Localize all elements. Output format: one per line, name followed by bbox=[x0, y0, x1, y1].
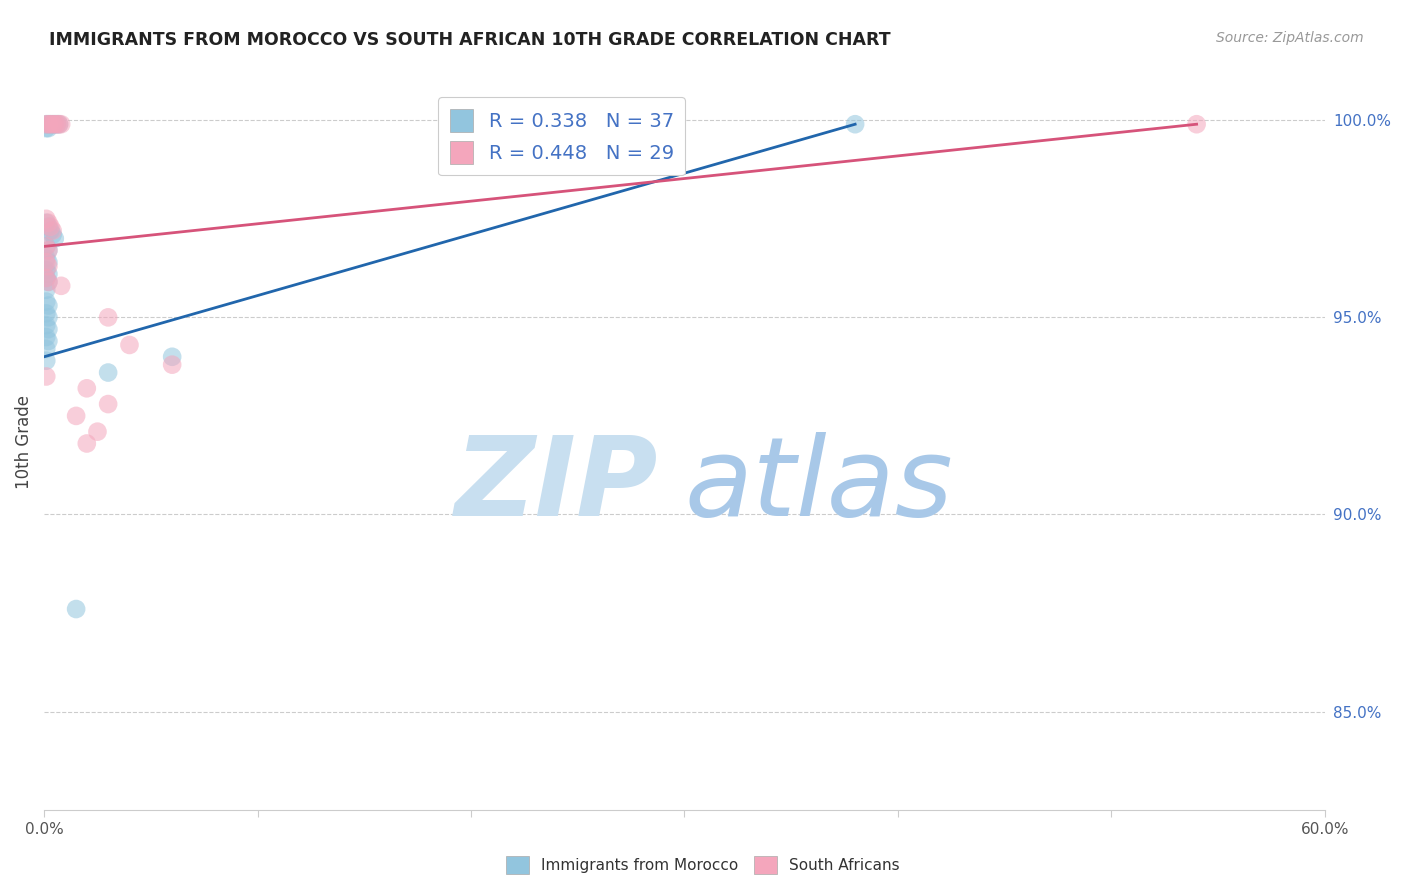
Point bbox=[37, 219, 59, 234]
Point bbox=[35, 239, 58, 253]
Point bbox=[37, 255, 59, 269]
Point bbox=[35, 239, 58, 253]
Point bbox=[37, 244, 59, 258]
Point bbox=[44, 117, 66, 131]
Point bbox=[41, 224, 63, 238]
Point bbox=[37, 244, 59, 258]
Point bbox=[844, 117, 866, 131]
Point bbox=[39, 117, 62, 131]
Point bbox=[41, 117, 63, 131]
Text: Source: ZipAtlas.com: Source: ZipAtlas.com bbox=[1216, 31, 1364, 45]
Point bbox=[39, 224, 62, 238]
Point bbox=[37, 267, 59, 281]
Y-axis label: 10th Grade: 10th Grade bbox=[15, 394, 32, 489]
Point bbox=[160, 350, 183, 364]
Point bbox=[37, 216, 59, 230]
Point bbox=[35, 294, 58, 309]
Point bbox=[97, 397, 120, 411]
Point bbox=[86, 425, 108, 439]
Point bbox=[35, 353, 58, 368]
Point bbox=[160, 358, 183, 372]
Point bbox=[35, 216, 58, 230]
Point bbox=[35, 330, 58, 344]
Legend: Immigrants from Morocco, South Africans: Immigrants from Morocco, South Africans bbox=[501, 850, 905, 880]
Text: atlas: atlas bbox=[685, 433, 953, 540]
Point bbox=[39, 219, 62, 234]
Point bbox=[97, 310, 120, 325]
Point bbox=[1185, 117, 1208, 131]
Point bbox=[35, 306, 58, 320]
Point bbox=[35, 318, 58, 333]
Text: ZIP: ZIP bbox=[456, 433, 659, 540]
Point bbox=[41, 227, 63, 242]
Point bbox=[35, 271, 58, 285]
Point bbox=[45, 117, 67, 131]
Point bbox=[35, 252, 58, 266]
Point bbox=[35, 121, 58, 136]
Point bbox=[35, 263, 58, 277]
Text: IMMIGRANTS FROM MOROCCO VS SOUTH AFRICAN 10TH GRADE CORRELATION CHART: IMMIGRANTS FROM MOROCCO VS SOUTH AFRICAN… bbox=[49, 31, 891, 49]
Point bbox=[44, 117, 66, 131]
Point bbox=[37, 117, 59, 131]
Point bbox=[44, 231, 66, 245]
Point bbox=[41, 117, 63, 131]
Point bbox=[37, 310, 59, 325]
Point bbox=[35, 369, 58, 384]
Point bbox=[76, 381, 98, 395]
Point bbox=[37, 259, 59, 273]
Point bbox=[118, 338, 141, 352]
Point bbox=[37, 322, 59, 336]
Point bbox=[97, 366, 120, 380]
Point bbox=[51, 117, 73, 131]
Point bbox=[39, 117, 62, 131]
Point bbox=[76, 436, 98, 450]
Point bbox=[45, 117, 67, 131]
Point bbox=[37, 275, 59, 289]
Point bbox=[35, 255, 58, 269]
Point bbox=[35, 283, 58, 297]
Point bbox=[48, 117, 70, 131]
Point bbox=[37, 121, 59, 136]
Point bbox=[51, 278, 73, 293]
Point bbox=[37, 334, 59, 348]
Point bbox=[37, 275, 59, 289]
Point bbox=[35, 271, 58, 285]
Point bbox=[37, 117, 59, 131]
Point bbox=[48, 117, 70, 131]
Point bbox=[35, 117, 58, 131]
Legend: R = 0.338   N = 37, R = 0.448   N = 29: R = 0.338 N = 37, R = 0.448 N = 29 bbox=[439, 97, 685, 176]
Point bbox=[65, 409, 87, 423]
Point bbox=[65, 602, 87, 616]
Point bbox=[35, 342, 58, 356]
Point bbox=[37, 299, 59, 313]
Point bbox=[35, 211, 58, 226]
Point bbox=[35, 117, 58, 131]
